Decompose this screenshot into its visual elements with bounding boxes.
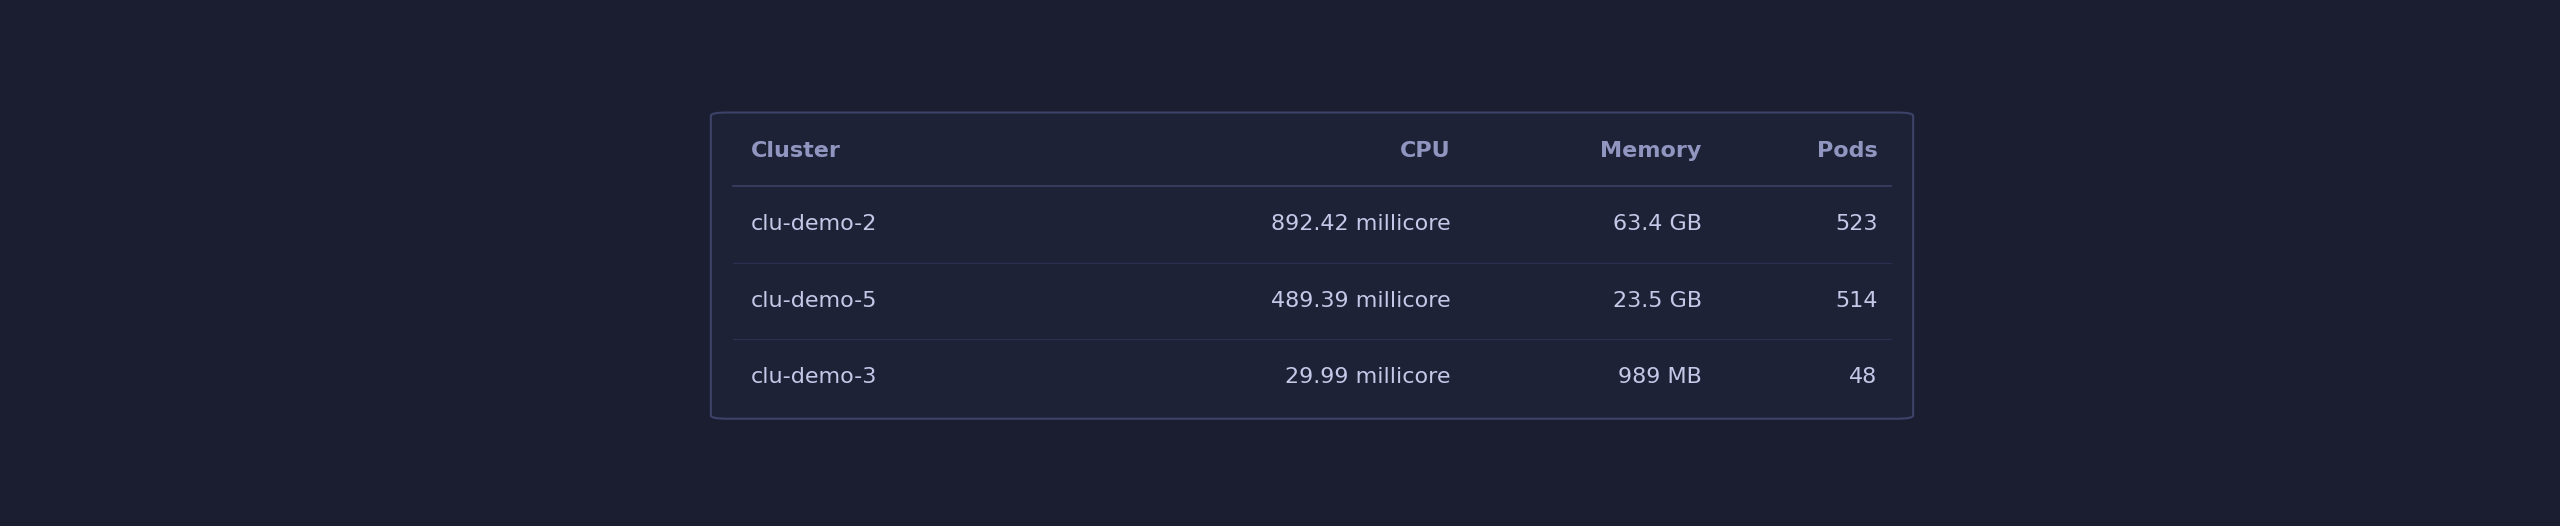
Text: Pods: Pods [1818,141,1876,161]
Text: 892.42 millicore: 892.42 millicore [1270,215,1449,235]
Text: clu-demo-2: clu-demo-2 [750,215,878,235]
Text: 989 MB: 989 MB [1618,367,1702,387]
Text: clu-demo-5: clu-demo-5 [750,291,878,311]
Text: 514: 514 [1836,291,1876,311]
Text: 63.4 GB: 63.4 GB [1613,215,1702,235]
Text: clu-demo-3: clu-demo-3 [750,367,878,387]
Text: Cluster: Cluster [750,141,840,161]
FancyBboxPatch shape [712,113,1912,419]
Text: Memory: Memory [1600,141,1702,161]
Text: CPU: CPU [1400,141,1449,161]
Text: 48: 48 [1848,367,1876,387]
Text: 29.99 millicore: 29.99 millicore [1285,367,1449,387]
Text: 489.39 millicore: 489.39 millicore [1270,291,1449,311]
Text: 523: 523 [1836,215,1876,235]
Text: 23.5 GB: 23.5 GB [1613,291,1702,311]
